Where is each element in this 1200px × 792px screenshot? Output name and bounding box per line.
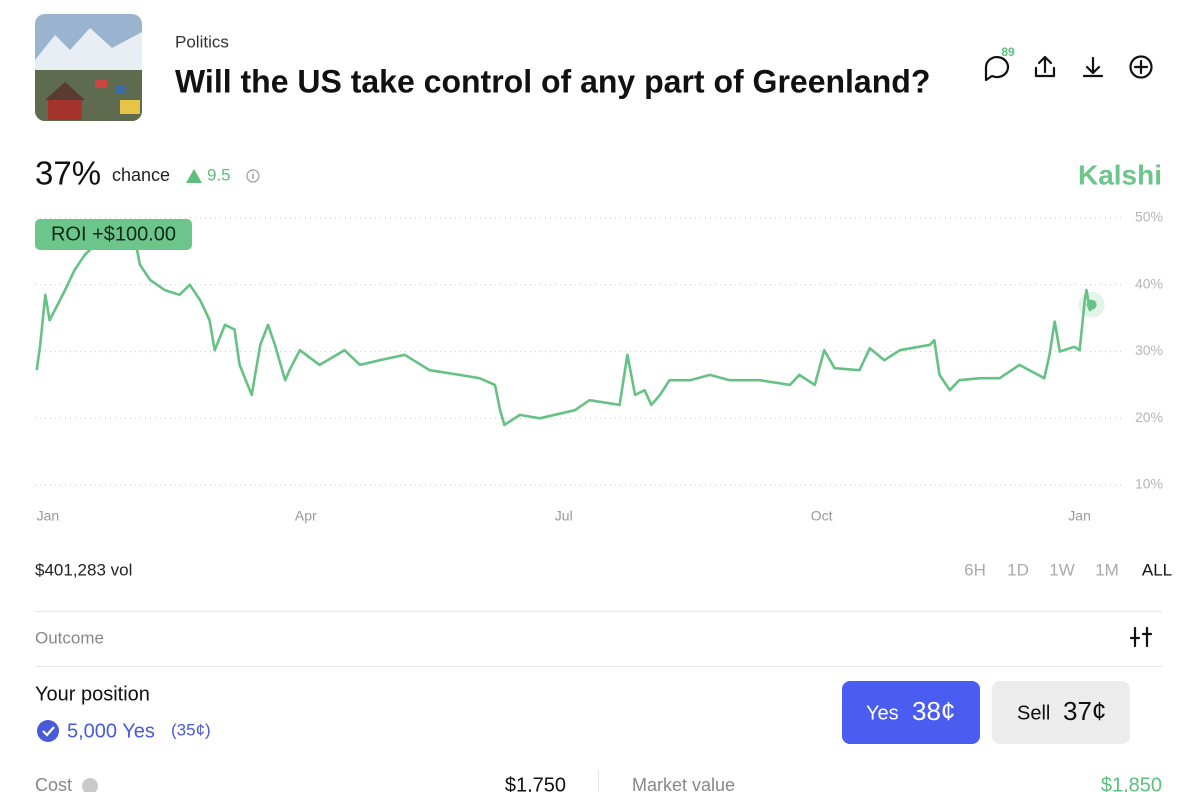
up-arrow	[186, 169, 202, 183]
y-tick-label: 50%	[1135, 209, 1163, 225]
y-tick-label: 10%	[1135, 476, 1163, 492]
range-option[interactable]: 1W	[1049, 560, 1075, 579]
range-selector: 6H 1D 1W 1M ALL	[964, 560, 1172, 579]
x-tick-label: Jan	[37, 508, 60, 524]
y-tick-label: 40%	[1135, 275, 1163, 291]
coin-icon	[82, 778, 98, 792]
range-option[interactable]: ALL	[1142, 560, 1172, 579]
sell-button[interactable]: Sell 37¢	[992, 681, 1130, 744]
y-tick-label: 30%	[1135, 342, 1163, 358]
chance-change: 9.5	[207, 165, 231, 184]
position-avg-price: (35¢)	[171, 720, 211, 739]
button-label: Yes	[866, 702, 899, 724]
market-value-label: Market value	[632, 775, 735, 792]
price-line	[35, 236, 1093, 427]
chance-value: 37%	[35, 155, 101, 192]
sort-button[interactable]	[1129, 626, 1153, 648]
download-button[interactable]	[1082, 56, 1104, 78]
x-tick-label: Apr	[295, 508, 317, 524]
cost-label: Cost	[35, 775, 72, 792]
range-option[interactable]: 1D	[1007, 560, 1029, 579]
chance-label: chance	[112, 165, 170, 185]
position-shares: 5,000 Yes	[67, 720, 155, 742]
cost-value: $1,750	[505, 774, 566, 792]
current-point	[1086, 299, 1097, 310]
comment-count: 89	[1001, 45, 1015, 59]
button-price: 37¢	[1063, 696, 1106, 726]
y-tick-label: 20%	[1135, 409, 1163, 425]
x-tick-label: Jul	[555, 508, 573, 524]
info-icon[interactable]	[246, 169, 260, 183]
check-mark	[42, 726, 55, 737]
outcome-label: Outcome	[35, 628, 104, 647]
button-price: 38¢	[912, 696, 955, 726]
market-title: Will the US take control of any part of …	[175, 63, 930, 99]
brand: Kalshi	[1078, 159, 1162, 190]
position-label: Your position	[35, 683, 150, 705]
x-tick-label: Oct	[811, 508, 833, 524]
check-icon	[37, 720, 59, 742]
range-option[interactable]: 1M	[1095, 560, 1119, 579]
annotation-text: ROI +$100.00	[51, 223, 176, 245]
price-chart: 10% 20% 30% 40% 50% Jan Apr Jul Oct Jan ROI +$100.…	[35, 209, 1163, 524]
button-label: Sell	[1017, 702, 1050, 724]
volume: $401,283 vol	[35, 560, 132, 579]
comments-button[interactable]: 89	[984, 45, 1015, 82]
add-button[interactable]	[1129, 55, 1153, 79]
range-option[interactable]: 6H	[964, 560, 986, 579]
market-value: $1,850	[1101, 774, 1162, 792]
x-tick-label: Jan	[1068, 508, 1091, 524]
thumbnail	[35, 14, 142, 121]
buy-yes-button[interactable]: Yes 38¢	[842, 681, 980, 744]
category: Politics	[175, 32, 229, 51]
roi-annotation: ROI +$100.00	[35, 219, 192, 250]
share-button[interactable]	[1034, 55, 1056, 78]
annotation-box	[35, 219, 192, 250]
